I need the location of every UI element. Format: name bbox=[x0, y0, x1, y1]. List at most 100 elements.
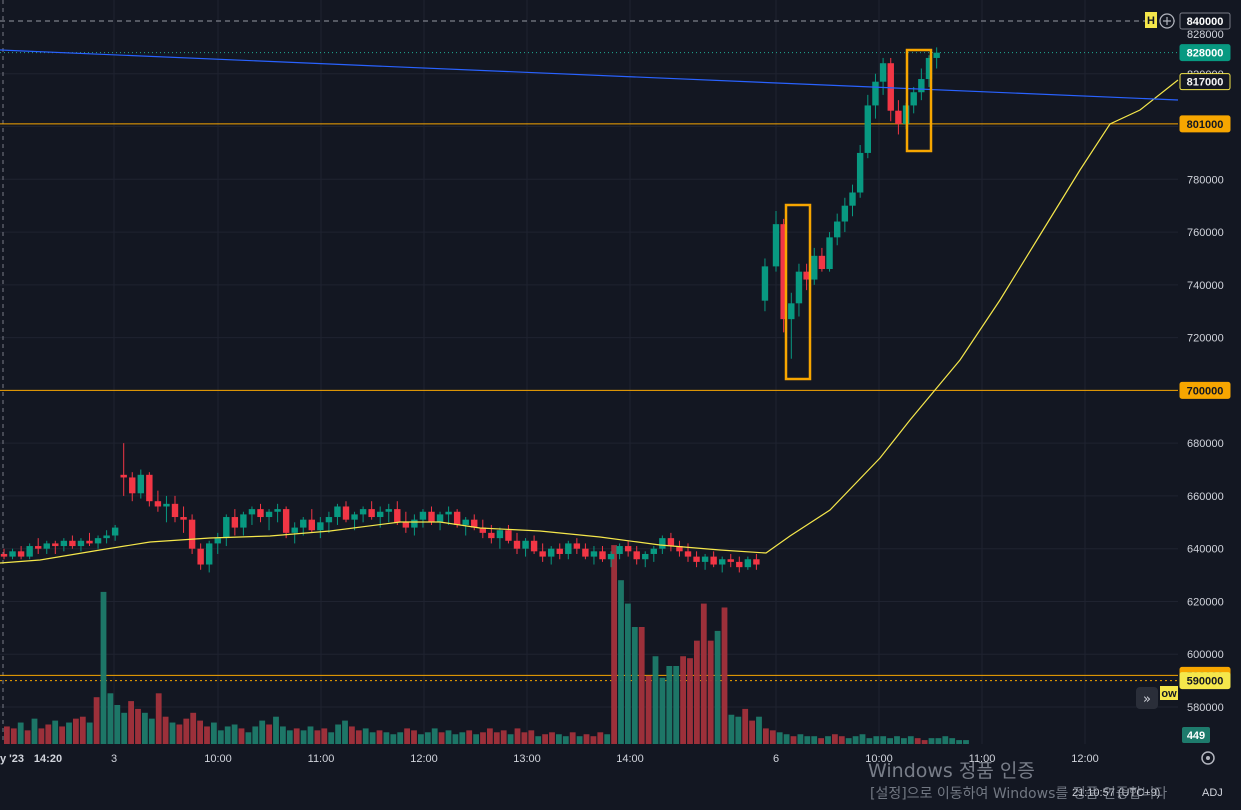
volume-bar bbox=[735, 716, 742, 744]
candle-body bbox=[171, 503, 179, 518]
candle-body bbox=[599, 551, 606, 560]
volume-bar bbox=[17, 722, 24, 744]
volume-bar bbox=[293, 728, 300, 744]
volume-bar bbox=[556, 734, 562, 744]
volume-bar bbox=[818, 738, 824, 744]
volume-bar bbox=[928, 738, 935, 744]
volume-bar bbox=[859, 734, 866, 744]
candle-body bbox=[933, 52, 940, 58]
candle-body bbox=[736, 561, 743, 568]
volume-bar bbox=[314, 730, 321, 744]
time-tick-label: 12:00 bbox=[1071, 753, 1099, 765]
candle-body bbox=[402, 522, 410, 528]
watermark-title: Windows 정품 인증 bbox=[868, 760, 1035, 782]
candle-body bbox=[471, 519, 478, 528]
volume-bar bbox=[790, 736, 797, 744]
volume-bar bbox=[307, 726, 314, 744]
candle-body bbox=[548, 548, 555, 557]
candle-body bbox=[257, 509, 264, 518]
price-tag: 700000 bbox=[1179, 381, 1231, 399]
volume-bar bbox=[280, 726, 286, 744]
candle-body bbox=[52, 543, 59, 547]
volume-bar bbox=[597, 732, 604, 744]
volume-bar bbox=[355, 730, 362, 744]
candle-body bbox=[248, 509, 256, 515]
candle-body bbox=[701, 556, 709, 562]
volume-bar bbox=[445, 730, 452, 744]
volume-bar bbox=[528, 730, 535, 744]
high-marker: H bbox=[1145, 12, 1157, 28]
price-axis[interactable]: 8200007800007600007400007200006800006600… bbox=[1179, 12, 1231, 743]
candle-body bbox=[887, 63, 894, 111]
candle-body bbox=[436, 514, 444, 523]
price-tag-box bbox=[1179, 381, 1231, 399]
volume-bar bbox=[542, 734, 548, 744]
time-tick-label: 14:20 bbox=[34, 753, 62, 765]
volume-bar bbox=[894, 736, 900, 744]
volume-bar bbox=[673, 666, 680, 744]
volume-bar bbox=[438, 732, 445, 744]
volume-bar bbox=[604, 734, 611, 744]
clock-readout: 21:10:57 (UTC+9) bbox=[1072, 787, 1160, 799]
volume-bar bbox=[625, 603, 631, 744]
candle-body bbox=[925, 57, 933, 80]
volume-bar bbox=[901, 738, 907, 744]
volume-bar bbox=[66, 722, 72, 744]
horizontal-levels bbox=[0, 123, 1178, 682]
volume-bar bbox=[680, 656, 686, 744]
volume-bar bbox=[763, 728, 769, 744]
candle-body bbox=[342, 506, 350, 520]
candle-body bbox=[17, 551, 25, 557]
candle-body bbox=[565, 543, 572, 554]
price-tick-label: 780000 bbox=[1187, 174, 1224, 186]
volume-bar bbox=[286, 730, 293, 744]
candle-body bbox=[43, 543, 50, 549]
candle-body bbox=[556, 548, 563, 554]
volume-bar bbox=[114, 705, 121, 744]
volume-bar bbox=[183, 718, 190, 744]
candle-body bbox=[633, 551, 640, 560]
volume-bar bbox=[583, 734, 590, 744]
price-tag-box bbox=[1179, 12, 1231, 30]
volume-bar bbox=[79, 716, 86, 744]
volume-bar bbox=[383, 732, 390, 744]
volume-bar bbox=[335, 724, 341, 744]
settings-gear-icon[interactable] bbox=[1201, 751, 1215, 765]
volume-bar bbox=[963, 740, 969, 744]
indicator-lines bbox=[0, 49, 1179, 564]
volume-bar bbox=[231, 724, 238, 744]
candle-body bbox=[377, 511, 384, 518]
volume-bar bbox=[404, 728, 410, 744]
adj-toggle[interactable]: ADJ bbox=[1202, 787, 1223, 799]
candle-body bbox=[727, 559, 734, 562]
candle-body bbox=[137, 474, 144, 494]
watermark-subtitle: [설정]으로 이동하여 Windows를 정품 인증합니다 bbox=[870, 786, 1167, 802]
candle-body bbox=[803, 271, 810, 280]
add-alert-plus-icon[interactable] bbox=[1159, 13, 1175, 29]
volume-bar bbox=[121, 712, 128, 744]
volume-bar bbox=[390, 734, 397, 744]
candle-body bbox=[624, 546, 632, 552]
time-axis[interactable]: y '23 14:20 3 10:00 11:00 12:00 13:00 14:00 6 10:… bbox=[0, 753, 1099, 765]
candle-body bbox=[240, 514, 247, 528]
candle-body bbox=[180, 517, 187, 520]
svg-text:ow: ow bbox=[1161, 688, 1177, 700]
time-tick-label: 6 bbox=[773, 753, 779, 765]
volume-bar bbox=[459, 732, 466, 744]
svg-text:H: H bbox=[1147, 15, 1155, 27]
price-tick-label: 620000 bbox=[1187, 596, 1224, 608]
candle-body bbox=[86, 540, 93, 544]
scroll-right-icon[interactable]: » bbox=[1136, 687, 1158, 709]
volume-bar bbox=[956, 740, 962, 744]
volume-bar bbox=[31, 718, 38, 744]
volume-bar bbox=[832, 734, 838, 744]
volume-bar bbox=[452, 734, 459, 744]
volume-bar bbox=[721, 607, 728, 744]
candle-body bbox=[359, 509, 367, 515]
price-tag-label: 840000 bbox=[1187, 16, 1224, 28]
candle-body bbox=[811, 255, 818, 280]
volume-tag-box bbox=[1182, 727, 1210, 743]
candle-body bbox=[26, 546, 33, 557]
candle-body bbox=[103, 535, 110, 539]
